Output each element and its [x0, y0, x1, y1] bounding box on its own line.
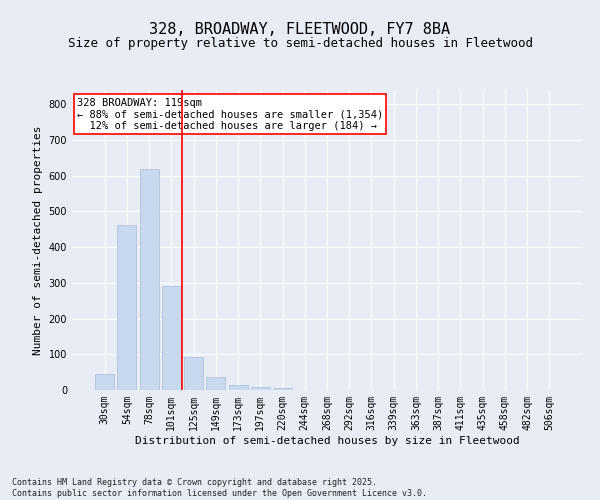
Bar	[140, 170, 158, 390]
Bar	[162, 286, 181, 390]
Text: Contains HM Land Registry data © Crown copyright and database right 2025.
Contai: Contains HM Land Registry data © Crown c…	[12, 478, 427, 498]
Bar	[95, 374, 114, 390]
Text: 328, BROADWAY, FLEETWOOD, FY7 8BA: 328, BROADWAY, FLEETWOOD, FY7 8BA	[149, 22, 451, 38]
Bar	[229, 385, 248, 390]
Bar	[251, 387, 270, 390]
Text: 328 BROADWAY: 119sqm
← 88% of semi-detached houses are smaller (1,354)
  12% of : 328 BROADWAY: 119sqm ← 88% of semi-detac…	[77, 98, 383, 130]
Bar	[273, 388, 292, 390]
Bar	[206, 377, 225, 390]
Y-axis label: Number of semi-detached properties: Number of semi-detached properties	[33, 125, 43, 355]
Bar	[118, 226, 136, 390]
X-axis label: Distribution of semi-detached houses by size in Fleetwood: Distribution of semi-detached houses by …	[134, 436, 520, 446]
Bar	[184, 357, 203, 390]
Text: Size of property relative to semi-detached houses in Fleetwood: Size of property relative to semi-detach…	[67, 38, 533, 51]
